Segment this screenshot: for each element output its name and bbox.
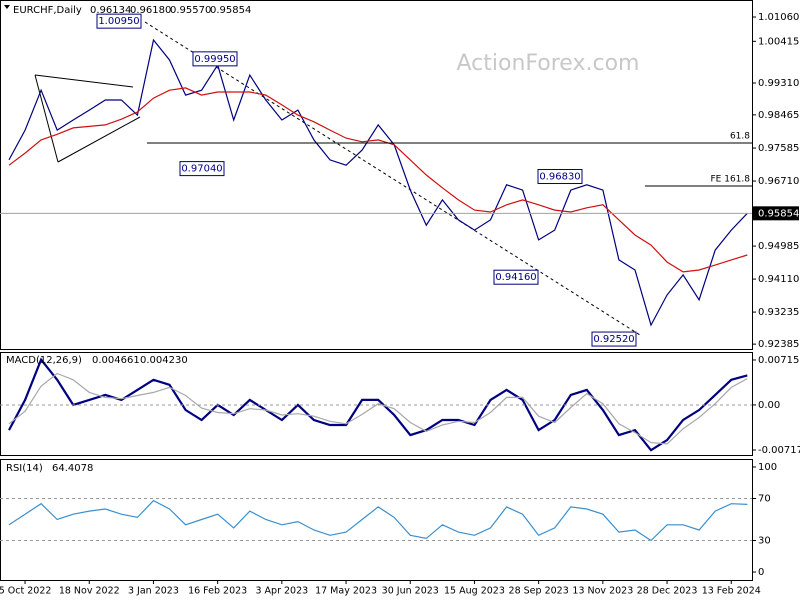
x-tick-label: 28 Sep 2023	[509, 586, 569, 597]
watermark: ActionForex.com	[457, 51, 640, 76]
ohlc-value: 0.95854	[210, 5, 251, 16]
y-tick-label: -0.007173	[758, 445, 800, 456]
x-tick-label: 30 Jun 2023	[382, 586, 439, 597]
current-price-tag	[753, 206, 799, 221]
y-tick-label: 70	[758, 493, 771, 504]
price-annotation-box	[493, 269, 539, 285]
rsi-panel	[0, 459, 753, 581]
series-line	[8, 372, 748, 445]
rsi-reading: 64.4078	[52, 463, 93, 474]
series-line	[8, 357, 748, 452]
x-tick-label: 13 Nov 2023	[572, 586, 633, 597]
y-tick-label: 1.01060	[758, 12, 799, 23]
menu-arrow[interactable]	[4, 5, 10, 9]
symbol-title: EURCHF,Daily	[13, 5, 82, 16]
x-tick-label: 17 May 2023	[315, 586, 377, 597]
y-tick-label: 0.00	[758, 400, 780, 411]
series-line	[8, 499, 748, 542]
macd-reading: 0.004230	[140, 355, 188, 366]
x-tick-label: 5 Oct 2022	[0, 586, 51, 597]
price-annotation: 0.97040	[181, 164, 222, 175]
y-tick-label: 0.98465	[758, 110, 799, 121]
triangle-line	[34, 74, 134, 88]
price-annotation-box	[96, 13, 142, 29]
triangle-line	[34, 74, 59, 163]
price-annotation-box	[192, 51, 238, 67]
ohlc-value: 0.95570	[170, 5, 211, 16]
y-tick-label: 0.94110	[758, 274, 799, 285]
y-tick-label: 0.96710	[758, 176, 799, 187]
y-tick-label: 0.97585	[758, 143, 799, 154]
y-tick-label: 0.99310	[758, 78, 799, 89]
price-annotation-box	[537, 169, 583, 185]
series-line	[8, 87, 748, 273]
price-annotation: 0.92520	[593, 334, 634, 345]
x-tick-label: 3 Jan 2023	[128, 586, 179, 597]
y-tick-label: 30	[758, 536, 771, 547]
x-tick-label: 15 Aug 2023	[444, 586, 505, 597]
price-annotation: 0.99950	[194, 54, 235, 65]
fib-level-label: 61.8	[730, 131, 750, 141]
y-tick-label: 0.92385	[758, 339, 799, 350]
price-annotation: 0.94160	[495, 272, 536, 283]
y-tick-label: 0.007159	[758, 355, 800, 366]
trend-line	[144, 21, 641, 336]
x-tick-label: 16 Feb 2023	[188, 586, 247, 597]
macd-reading: 0.004661	[92, 355, 140, 366]
rsi-title: RSI(14)	[6, 463, 43, 474]
series-line	[8, 38, 748, 327]
fib-level-label: FE 161.8	[711, 174, 751, 184]
macd-title: MACD(12,26,9)	[6, 355, 82, 366]
y-tick-label: 0.94985	[758, 241, 799, 252]
x-tick-label: 18 Nov 2022	[59, 586, 120, 597]
current-price-label: 0.95854	[758, 208, 799, 219]
y-tick-label: 0	[758, 567, 764, 578]
triangle-line	[57, 116, 141, 163]
price-annotation-box	[179, 161, 225, 177]
price-panel	[0, 0, 753, 350]
price-annotation-box	[591, 331, 637, 347]
ohlc-value: 0.96180	[130, 5, 171, 16]
x-tick-label: 13 Feb 2024	[702, 586, 761, 597]
macd-panel	[0, 352, 753, 456]
y-tick-label: 1.00415	[758, 36, 799, 47]
ohlc-value: 0.96134	[90, 5, 131, 16]
y-tick-label: 100	[758, 462, 777, 473]
x-tick-label: 28 Dec 2023	[637, 586, 698, 597]
price-annotation: 0.96830	[539, 172, 580, 183]
y-tick-label: 0.93235	[758, 307, 799, 318]
price-annotation: 1.00950	[98, 16, 139, 27]
x-tick-label: 3 Apr 2023	[255, 586, 308, 597]
